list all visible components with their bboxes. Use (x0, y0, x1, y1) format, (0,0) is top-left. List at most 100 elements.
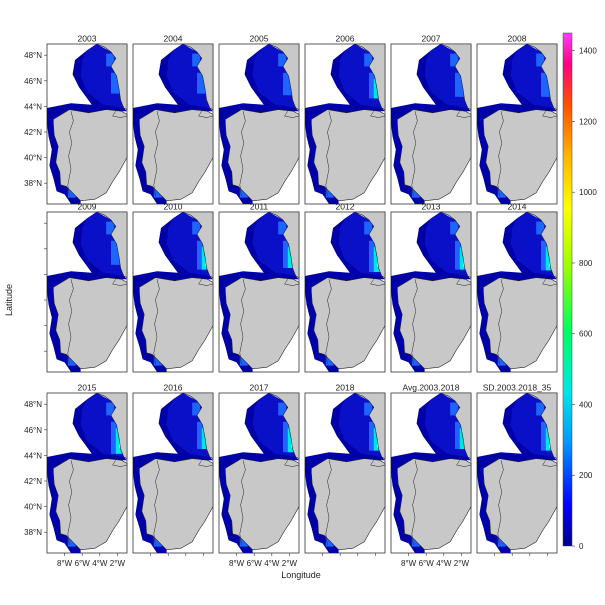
lon-tick-label: 4°W (92, 559, 108, 568)
hotspot-cell (364, 221, 373, 235)
france-land (182, 211, 214, 279)
hotspot-cell (283, 72, 291, 96)
hotspot-cell (192, 221, 201, 235)
iberia-land (311, 458, 386, 551)
spain-portugal-border (239, 279, 246, 365)
hotspot-cell (197, 421, 205, 449)
spain-portugal-border (325, 111, 332, 197)
france-land (268, 43, 300, 111)
iberia-land (483, 277, 558, 370)
map-panel: SD.2003.2018_35 (476, 383, 558, 554)
hotspot-cell (111, 72, 119, 94)
france-land (182, 43, 214, 111)
hotspot-cell (197, 72, 205, 94)
pyrenees-border (456, 111, 472, 118)
hotspot-cell (106, 221, 115, 235)
colorbar-tick-label: 200 (579, 471, 593, 480)
map-panel: 2015 (46, 383, 128, 554)
hotspot-cell (536, 221, 545, 235)
lat-tick-label: 48°N (24, 51, 42, 60)
colorbar-gradient (562, 32, 573, 547)
lon-tick-label: 8°W (57, 559, 73, 568)
map-panel: 2014 (476, 202, 558, 373)
iberia-land (139, 458, 214, 551)
hotspot-cell (278, 53, 287, 67)
hotspot-cell (497, 356, 506, 366)
iberia-land (225, 277, 300, 370)
panel-title: SD.2003.2018_35 (483, 383, 552, 393)
colorbar-tick-label: 800 (579, 259, 593, 268)
pyrenees-border (198, 111, 214, 118)
hotspot-cell (364, 53, 373, 67)
hotspot-cell (369, 72, 377, 99)
lat-tick-label: 40°N (24, 154, 42, 163)
lat-tick-label: 48°N (24, 400, 42, 409)
france-land (440, 211, 472, 279)
hotspot-cell (192, 402, 201, 416)
map-panels: 2003 2004 2005 2006 2007 2008 2009 2010 2011 2012… (46, 34, 558, 554)
lat-tick-label: 38°N (24, 179, 42, 188)
hotspot-cell (197, 240, 205, 270)
pyrenees-border (198, 279, 214, 286)
france-land (268, 392, 300, 460)
france-land (96, 392, 128, 460)
panel-title: 2013 (422, 202, 441, 212)
lon-tick-label: 4°W (264, 559, 280, 568)
hotspot-cell (497, 537, 506, 547)
lon-tick-label: 6°W (247, 559, 263, 568)
lon-tick-label: 2°W (282, 559, 298, 568)
map-panel: 2018 (304, 383, 386, 554)
map-panel: 2006 (304, 34, 386, 205)
france-land (96, 43, 128, 111)
colorbar-tick-label: 1000 (579, 188, 597, 197)
hotspot-cell (541, 72, 549, 97)
map-panel: 2005 (218, 34, 300, 205)
hotspot-cell (67, 356, 76, 366)
hotspot-cell (278, 221, 287, 235)
hotspot-cell (369, 421, 377, 451)
iberia-land (139, 277, 214, 370)
panel-title: 2009 (78, 202, 97, 212)
map-panel: 2008 (476, 34, 558, 205)
iberia-land (139, 109, 214, 202)
spain-portugal-border (67, 279, 74, 365)
hotspot-cell (541, 240, 549, 271)
hotspot-cell (364, 402, 373, 416)
panel-title: 2005 (250, 34, 269, 44)
lon-tick-label: 2°W (454, 559, 470, 568)
panel-title: 2004 (164, 34, 183, 44)
hotspot-cell (536, 53, 545, 67)
lon-tick-label: 8°W (229, 559, 245, 568)
france-land (440, 43, 472, 111)
pyrenees-border (284, 111, 300, 118)
hotspot-cell (325, 188, 334, 198)
hotspot-cell (239, 356, 248, 366)
iberia-land (483, 109, 558, 202)
map-panel: 2007 (390, 34, 472, 205)
hotspot-cell (411, 356, 420, 366)
spain-portugal-border (411, 460, 418, 546)
france-land (96, 211, 128, 279)
iberia-land (397, 458, 472, 551)
panel-title: 2010 (164, 202, 183, 212)
hotspot-cell (455, 421, 463, 449)
spain-portugal-border (497, 111, 504, 197)
map-panel: 2004 (132, 34, 214, 205)
map-panel: 2016 (132, 383, 214, 554)
hotspot-cell (325, 356, 334, 366)
hotspot-cell (450, 402, 459, 416)
axes: 48°N 46°N 44°N 42°N 40°N 38°N 48°N 46°N 44°N 42°N… (24, 51, 548, 568)
lat-tick-label: 40°N (24, 503, 42, 512)
hotspot-cell (283, 421, 291, 453)
spain-portugal-border (239, 111, 246, 197)
france-land (526, 43, 558, 111)
pyrenees-border (456, 460, 472, 467)
hotspot-cell (192, 53, 201, 67)
lon-tick-label: 6°W (75, 559, 91, 568)
map-panel: 2003 (46, 34, 128, 205)
hotspot-cell (455, 240, 463, 270)
hotspot-cell (411, 188, 420, 198)
pyrenees-border (370, 460, 386, 467)
lon-tick-label: 2°W (110, 559, 126, 568)
iberia-land (483, 458, 558, 551)
